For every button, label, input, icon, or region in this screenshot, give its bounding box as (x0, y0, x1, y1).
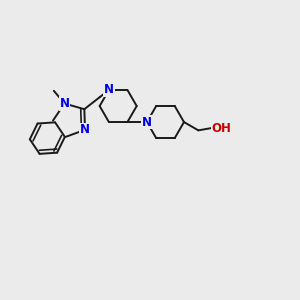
Text: N: N (59, 97, 70, 110)
Text: OH: OH (212, 122, 232, 135)
Text: N: N (104, 83, 114, 97)
Text: N: N (80, 123, 90, 136)
Text: N: N (142, 116, 152, 129)
